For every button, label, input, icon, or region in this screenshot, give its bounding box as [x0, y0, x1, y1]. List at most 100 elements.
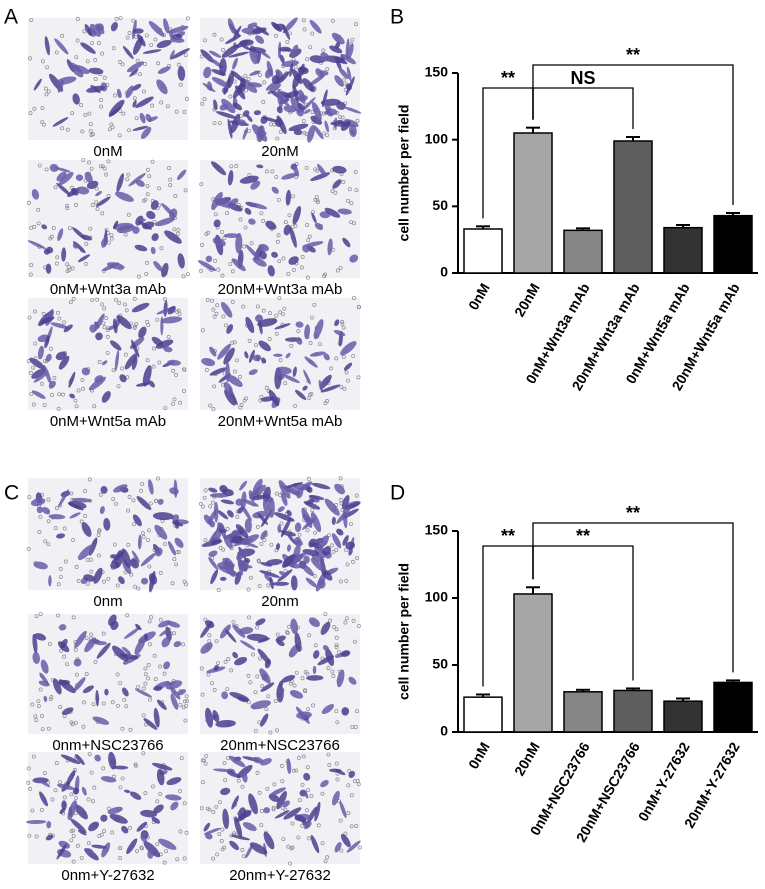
pore — [106, 159, 111, 164]
pore — [177, 550, 181, 555]
cell — [320, 52, 330, 62]
cell — [260, 758, 272, 766]
x-tick-label: 20nM — [511, 280, 543, 319]
pore — [148, 642, 152, 647]
cell — [72, 242, 79, 249]
cell — [124, 353, 138, 370]
cell — [340, 650, 351, 657]
cell — [225, 629, 237, 643]
cell — [110, 21, 118, 32]
cell — [167, 359, 181, 366]
cell — [99, 506, 105, 515]
cell — [263, 807, 271, 814]
pore — [149, 43, 154, 47]
cell — [56, 533, 66, 539]
cell — [48, 514, 66, 520]
micrograph — [28, 612, 190, 734]
cell — [31, 188, 40, 200]
cell — [215, 111, 237, 119]
cell — [135, 96, 154, 108]
pore — [286, 844, 291, 849]
pore — [225, 687, 230, 691]
pore — [288, 681, 293, 686]
cell — [280, 91, 292, 98]
cell — [334, 319, 340, 327]
pore — [297, 532, 302, 537]
cell — [286, 509, 292, 517]
cell — [265, 559, 283, 566]
cell — [132, 28, 144, 34]
pore — [54, 261, 59, 266]
cell — [331, 32, 345, 45]
pore — [48, 697, 53, 702]
pore — [33, 714, 38, 719]
pore — [145, 184, 150, 188]
pore — [219, 37, 224, 42]
cell — [320, 779, 329, 788]
cell — [48, 575, 52, 587]
cell — [311, 212, 317, 224]
cell — [319, 374, 332, 389]
cell — [239, 175, 259, 184]
pore — [102, 166, 107, 171]
pore — [229, 164, 234, 169]
cell — [72, 93, 80, 105]
cell — [230, 70, 244, 82]
pore — [102, 75, 107, 80]
cell — [303, 109, 311, 114]
cell — [151, 233, 159, 242]
error-bar — [676, 697, 690, 702]
micrograph-background — [28, 160, 188, 278]
pore — [281, 837, 286, 841]
cell — [48, 380, 56, 389]
image-caption: 0nm+Y-27632 — [61, 867, 154, 884]
pore — [289, 343, 294, 348]
cell — [100, 814, 108, 822]
pore — [182, 579, 187, 584]
cell — [318, 379, 323, 392]
pore — [49, 392, 54, 397]
pore — [152, 219, 157, 224]
pore — [157, 186, 161, 191]
cell — [239, 480, 248, 491]
pore — [327, 763, 332, 767]
pore — [246, 77, 251, 82]
pore — [96, 533, 101, 537]
cell — [85, 848, 94, 855]
cell — [95, 689, 100, 707]
pore — [165, 104, 170, 109]
cell — [247, 22, 258, 29]
cell — [244, 518, 252, 533]
pore — [175, 550, 180, 555]
pore — [300, 782, 305, 787]
pore — [349, 824, 354, 829]
pore — [310, 508, 315, 512]
image-caption: 0nM+Wnt5a mAb — [50, 413, 166, 430]
pore — [135, 849, 139, 853]
x-tick-label: 20nM — [511, 739, 543, 778]
cell — [313, 650, 320, 659]
pore — [27, 315, 32, 320]
cell — [330, 121, 350, 127]
pore — [127, 31, 132, 35]
cell — [289, 62, 294, 77]
cell — [126, 838, 138, 855]
pore — [233, 369, 237, 374]
cell — [282, 24, 291, 40]
pore — [211, 407, 216, 412]
pore — [266, 583, 271, 588]
cell — [33, 561, 48, 570]
cell — [232, 25, 242, 40]
pore — [347, 768, 352, 773]
cell — [163, 661, 171, 670]
cell — [104, 688, 109, 696]
cell — [153, 260, 163, 272]
cell — [250, 700, 271, 710]
pore — [26, 780, 31, 785]
cell — [148, 21, 165, 37]
cell — [44, 335, 50, 349]
cell — [286, 758, 292, 774]
pore — [112, 93, 117, 98]
cell — [55, 351, 67, 361]
pore — [126, 212, 131, 217]
